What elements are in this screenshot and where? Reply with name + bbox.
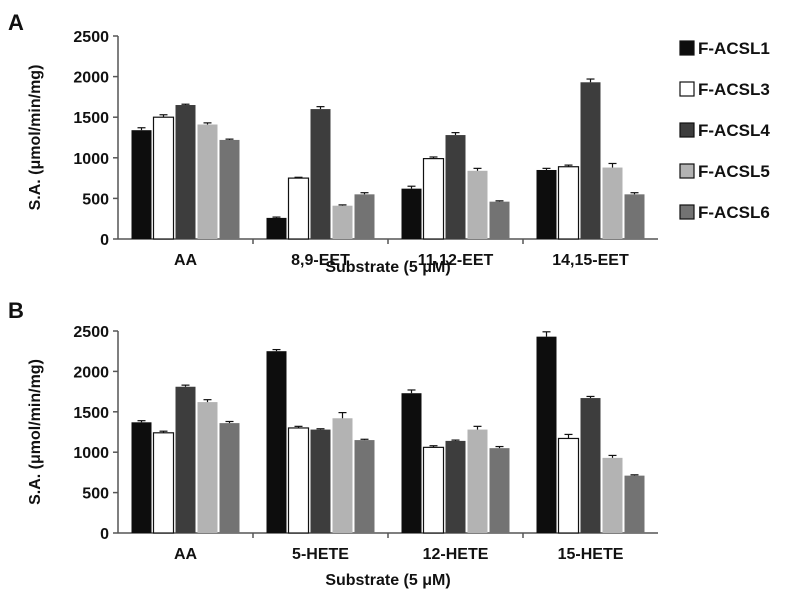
bar-f-acsl4: [580, 398, 601, 533]
x-tick-label: 11,12-EET: [418, 252, 494, 269]
x-tick-label: 5-HETE: [292, 546, 349, 563]
bar-f-acsl1: [536, 336, 557, 533]
bar-f-acsl4: [175, 386, 196, 533]
legend-swatch-f-acsl4: [679, 122, 695, 138]
bar-f-acsl4: [310, 429, 331, 533]
x-tick-label: AA: [174, 252, 198, 269]
bar-f-acsl3: [152, 432, 175, 534]
bar-f-acsl4: [445, 135, 466, 239]
bar-f-acsl4: [580, 82, 601, 239]
y-tick-label: 2500: [73, 29, 109, 46]
x-tick-label: 12-HETE: [423, 546, 489, 563]
y-tick-label: 0: [100, 232, 109, 249]
legend-swatch-f-acsl5: [679, 163, 695, 179]
bar-f-acsl3: [152, 116, 175, 240]
bar-f-acsl5: [602, 167, 623, 239]
bar-f-acsl6: [624, 194, 645, 239]
x-tick-label: 8,9-EET: [291, 252, 350, 269]
y-tick-label: 1000: [73, 151, 109, 168]
legend: F-ACSL1 F-ACSL3 F-ACSL4 F-ACSL5 F-ACSL6: [679, 39, 770, 222]
bar-f-acsl4: [445, 440, 466, 533]
bar-f-acsl6: [219, 139, 240, 239]
y-tick-label: 500: [82, 191, 109, 208]
bar-f-acsl1: [131, 130, 152, 239]
y-tick-label: 1500: [73, 110, 109, 127]
legend-label: F-ACSL5: [698, 162, 770, 181]
x-tick-label: 14,15-EET: [552, 252, 629, 269]
bar-f-acsl6: [489, 448, 510, 533]
x-axis-label: Substrate (5 μM): [325, 572, 450, 589]
y-axis-label: S.A. (μmol/min/mg): [27, 359, 44, 505]
bar-f-acsl3: [557, 437, 580, 534]
y-tick-label: 2000: [73, 70, 109, 87]
legend-label: F-ACSL4: [698, 121, 770, 140]
chart-panel-a: A 0 500 1000 1500 2000 2500 S.A. (μmol/min/mg) A…: [8, 10, 658, 276]
legend-swatch-f-acsl3: [679, 81, 695, 97]
panel-letter: A: [8, 10, 24, 35]
bar-f-acsl3: [422, 446, 445, 534]
chart-panel-b: B 0 500 1000 1500 2000 2500 S.A. (μmol/min/mg) A…: [8, 298, 658, 589]
bar-f-acsl6: [489, 201, 510, 239]
bar-f-acsl5: [467, 170, 488, 239]
x-tick-label: AA: [174, 546, 198, 563]
bar-f-acsl1: [401, 188, 422, 239]
bar-f-acsl5: [332, 418, 353, 533]
bar-f-acsl1: [131, 422, 152, 533]
bar-f-acsl4: [175, 105, 196, 240]
bar-f-acsl1: [266, 217, 287, 239]
y-tick-label: 1000: [73, 445, 109, 462]
bar-f-acsl5: [197, 124, 218, 239]
bar-f-acsl5: [197, 402, 218, 533]
bar-f-acsl5: [467, 429, 488, 533]
bar-f-acsl3: [287, 427, 310, 534]
y-tick-label: 1500: [73, 405, 109, 422]
bar-f-acsl6: [354, 440, 375, 533]
panel-letter: B: [8, 298, 24, 323]
legend-label: F-ACSL3: [698, 80, 770, 99]
x-tick-label: 15-HETE: [558, 546, 624, 563]
x-axis-label: Substrate (5 μM): [325, 259, 450, 276]
bar-f-acsl6: [354, 194, 375, 239]
bar-f-acsl3: [422, 158, 445, 240]
bar-f-acsl1: [266, 351, 287, 533]
bar-f-acsl1: [401, 393, 422, 533]
bar-f-acsl6: [219, 423, 240, 533]
y-axis-label: S.A. (μmol/min/mg): [27, 65, 44, 211]
legend-swatch-f-acsl1: [679, 40, 695, 56]
bar-f-acsl5: [602, 457, 623, 533]
y-tick-label: 500: [82, 486, 109, 503]
legend-label: F-ACSL1: [698, 39, 770, 58]
legend-label: F-ACSL6: [698, 203, 770, 222]
bar-f-acsl1: [536, 169, 557, 239]
y-tick-label: 0: [100, 526, 109, 543]
bar-f-acsl3: [287, 177, 310, 240]
y-tick-label: 2500: [73, 324, 109, 341]
bar-f-acsl3: [557, 166, 580, 240]
bar-f-acsl6: [624, 475, 645, 533]
bar-f-acsl4: [310, 109, 331, 239]
bar-f-acsl5: [332, 205, 353, 239]
legend-swatch-f-acsl6: [679, 204, 695, 220]
y-tick-label: 2000: [73, 364, 109, 381]
